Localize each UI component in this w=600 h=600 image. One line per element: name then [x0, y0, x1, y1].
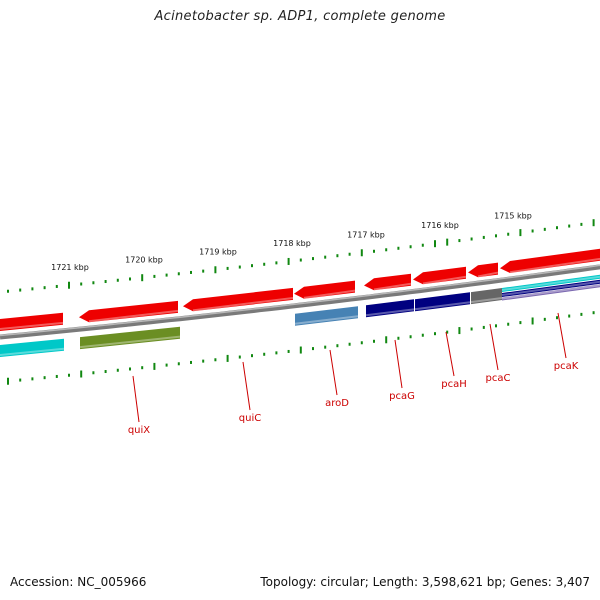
forward-gene-shade [0, 321, 64, 330]
reverse-gene-body [471, 288, 502, 305]
gene-label: aroD [325, 398, 349, 409]
ruler-label: 1716 kbp [421, 221, 459, 230]
gene-leader-line [329, 349, 338, 396]
gene-leader-line [557, 312, 567, 359]
gene-label: pcaK [554, 361, 579, 372]
forward-gene [364, 273, 412, 291]
forward-gene [294, 280, 356, 299]
genome-stats-text: Topology: circular; Length: 3,598,621 bp… [260, 575, 590, 589]
gene-label: pcaC [486, 373, 511, 384]
forward-gene-body [183, 287, 293, 312]
reverse-gene [365, 299, 415, 318]
backbone-line [0, 264, 600, 340]
reverse-gene-shade [501, 280, 600, 297]
reverse-gene [414, 292, 471, 312]
forward-gene-shade [88, 309, 179, 323]
reverse-strand-genes [0, 274, 600, 358]
forward-gene [0, 312, 64, 332]
ruler-label: 1718 kbp [273, 239, 311, 248]
gene-leader-line [242, 361, 251, 411]
forward-gene-shade [192, 296, 294, 312]
reverse-gene-shade [501, 284, 600, 300]
reverse-gene-shade [0, 347, 65, 356]
forward-gene [413, 266, 467, 285]
reverse-gene [501, 284, 600, 301]
ruler-label: 1715 kbp [494, 212, 532, 221]
forward-gene [468, 262, 499, 278]
gene-label: pcaG [389, 391, 415, 402]
forward-gene [79, 300, 179, 323]
reverse-gene-body [502, 274, 600, 292]
forward-gene-body [468, 262, 498, 278]
forward-gene-body [79, 300, 178, 323]
forward-gene-body [500, 248, 600, 273]
backbone-highlight [0, 264, 600, 337]
reverse-gene-shade [501, 275, 600, 292]
reverse-gene-body [295, 306, 358, 326]
ruler-label: 1720 kbp [125, 256, 163, 265]
reverse-gene-body [0, 338, 64, 358]
reverse-gene-body [80, 326, 180, 350]
reverse-gene-body [415, 292, 470, 312]
map-title: Acinetobacter sp. ADP1, complete genome [154, 9, 446, 24]
reverse-gene [470, 288, 503, 305]
reverse-gene [79, 326, 181, 350]
forward-gene [500, 248, 600, 274]
reverse-gene-shade [470, 297, 503, 304]
forward-gene-shade [509, 257, 600, 274]
reverse-gene-body [502, 279, 600, 297]
forward-gene-body [413, 266, 466, 285]
outer-tick-marks [7, 219, 595, 293]
gene-labels: quiX quiC aroD pcaG pcaH pcaC pcaK [128, 361, 579, 436]
reverse-gene [0, 338, 65, 358]
reverse-gene [294, 306, 359, 326]
reverse-gene-body [366, 299, 414, 318]
reverse-gene-shade [79, 335, 181, 349]
reverse-gene-shade [294, 315, 359, 325]
reverse-gene-body [502, 284, 600, 301]
gene-leader-line [394, 339, 403, 389]
reverse-gene [501, 274, 600, 292]
forward-gene-body [364, 273, 411, 291]
gene-label: pcaH [441, 379, 467, 390]
reverse-gene-shade [365, 308, 415, 317]
forward-strand-genes [0, 248, 600, 332]
forward-gene-shade [477, 271, 499, 278]
gene-label: quiX [128, 425, 150, 436]
gene-label-leaders [132, 312, 567, 423]
gene-label: quiC [239, 413, 261, 424]
accession-text: Accession: NC_005966 [10, 575, 147, 589]
forward-gene-body [294, 280, 355, 299]
gene-leader-line [489, 323, 499, 371]
forward-gene-shade [303, 289, 356, 299]
forward-gene [183, 287, 294, 312]
gene-leader-line [445, 331, 455, 377]
forward-gene-shade [422, 275, 467, 285]
inner-tick-marks [7, 311, 595, 385]
gene-leader-line [132, 375, 140, 423]
ruler-label: 1721 kbp [51, 263, 89, 272]
ruler-label: 1717 kbp [347, 230, 385, 239]
genome-backbone [0, 264, 600, 340]
ruler-labels: 1721 kbp 1720 kbp 1719 kbp 1718 kbp 1717 kbp… [51, 212, 532, 273]
forward-gene-shade [373, 282, 412, 291]
reverse-gene [501, 279, 600, 297]
ruler-label: 1719 kbp [199, 247, 237, 256]
forward-gene-body [0, 312, 63, 332]
reverse-gene-shade [414, 301, 471, 311]
